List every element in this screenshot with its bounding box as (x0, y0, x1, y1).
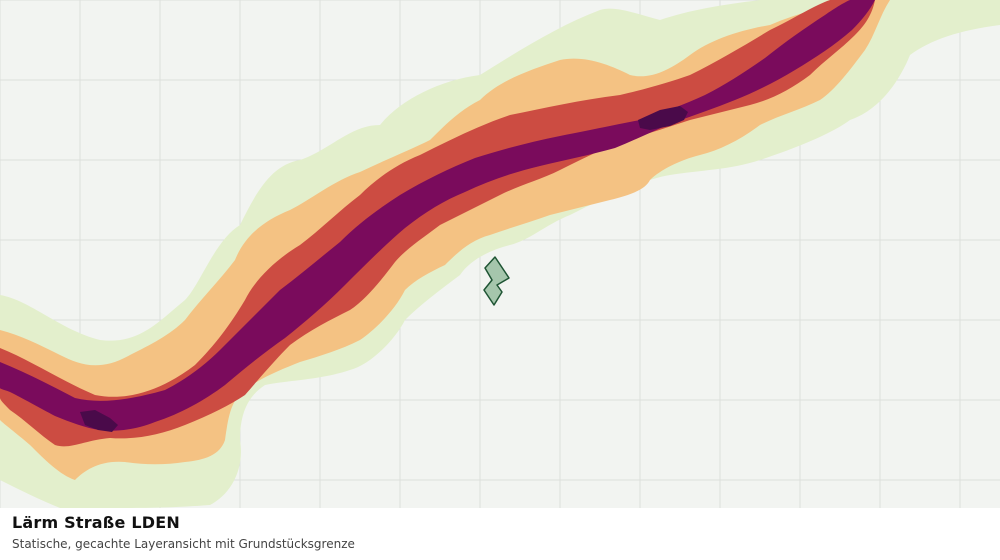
map-title: Lärm Straße LDEN (12, 513, 180, 532)
noise-band-highest (80, 410, 118, 432)
noise-band-high (0, 0, 875, 431)
noise-band-mid (0, 0, 875, 447)
noise-map (0, 0, 1000, 508)
parcel-boundary[interactable] (483, 256, 510, 306)
map-subtitle: Statische, gecachte Layeransicht mit Gru… (12, 537, 355, 551)
noise-band-highest (638, 106, 688, 130)
map-view[interactable] (0, 0, 1000, 508)
map-caption: Lärm Straße LDEN Statische, gecachte Lay… (0, 508, 1000, 560)
